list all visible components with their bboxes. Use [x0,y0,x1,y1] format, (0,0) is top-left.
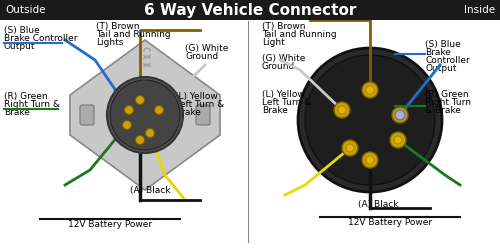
Circle shape [366,156,374,164]
Circle shape [154,106,164,114]
Text: Tail and Running: Tail and Running [262,30,336,39]
Circle shape [136,136,144,144]
Text: (R) Green: (R) Green [425,90,469,99]
Text: (A) Black: (A) Black [130,186,170,195]
Text: Ground: Ground [262,62,295,71]
Text: Output: Output [425,64,456,73]
Text: (L) Yellow: (L) Yellow [175,92,218,101]
Circle shape [122,120,132,130]
Text: Brake: Brake [262,106,288,115]
Circle shape [366,86,374,94]
Text: Tail and Running: Tail and Running [96,30,170,39]
Polygon shape [70,40,220,190]
Text: (S) Blue: (S) Blue [4,26,40,35]
FancyBboxPatch shape [80,105,94,125]
Circle shape [342,140,358,156]
Bar [0,0,500,20]
Circle shape [392,107,408,123]
Text: Outside: Outside [5,5,46,15]
Text: (S) Blue: (S) Blue [425,40,461,49]
Text: 6 Way Vehicle Connector: 6 Way Vehicle Connector [144,2,356,18]
Text: Brake: Brake [175,108,201,117]
Circle shape [338,106,346,114]
Text: (T) Brown: (T) Brown [96,22,140,31]
Text: Inside: Inside [464,5,495,15]
Text: Right Turn: Right Turn [425,98,471,107]
Circle shape [146,128,154,138]
Circle shape [305,55,435,185]
Text: Brake: Brake [425,48,451,57]
Text: Right Turn &: Right Turn & [4,100,60,109]
Text: (R) Green: (R) Green [4,92,48,101]
Text: 12V Battery Power: 12V Battery Power [68,220,152,229]
Circle shape [107,77,183,153]
FancyBboxPatch shape [196,105,210,125]
Circle shape [362,152,378,168]
Circle shape [136,96,144,104]
Text: Left Turn &: Left Turn & [175,100,224,109]
Text: 12V Battery Power: 12V Battery Power [348,218,432,227]
Text: Ground: Ground [185,52,218,61]
Circle shape [396,111,404,119]
Circle shape [362,82,378,98]
Text: Brake Controller: Brake Controller [4,34,78,43]
Circle shape [394,136,402,144]
Circle shape [334,102,350,118]
Text: (G) White: (G) White [185,44,228,53]
Text: Left Turn &: Left Turn & [262,98,311,107]
Circle shape [390,132,406,148]
Circle shape [110,80,180,150]
Text: Controller: Controller [425,56,470,65]
Circle shape [395,110,405,120]
Text: Light: Light [262,38,285,47]
Text: (G) White: (G) White [262,54,306,63]
Circle shape [298,48,442,192]
Text: Lights: Lights [96,38,124,47]
Text: & Brake: & Brake [425,106,461,115]
Circle shape [346,144,354,152]
Text: (L) Yellow: (L) Yellow [262,90,305,99]
Text: Brake: Brake [4,108,30,117]
Text: (A) Black: (A) Black [358,200,399,209]
Circle shape [124,106,134,114]
Text: (T) Brown: (T) Brown [262,22,306,31]
Text: Output: Output [4,42,36,51]
